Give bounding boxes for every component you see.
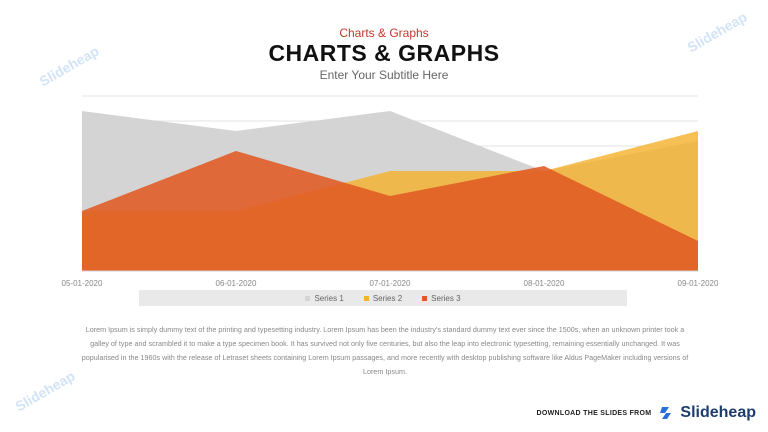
x-tick-label: 07-01-2020	[370, 279, 411, 288]
legend-swatch	[305, 295, 311, 301]
area-chart: 05-01-2020 06-01-2020 07-01-2020 08-01-2020…	[62, 95, 719, 288]
area-series-3	[82, 151, 698, 271]
legend-item-series-1: Series 1	[305, 293, 344, 303]
x-tick-label: 05-01-2020	[62, 279, 103, 288]
chart-legend: Series 1 Series 2 Series 3	[139, 290, 627, 306]
body-text: Lorem Ipsum is simply dummy text of the …	[81, 325, 689, 376]
legend-item-series-2: Series 2	[363, 293, 403, 303]
legend-swatch	[422, 295, 428, 301]
footer-brand: Slideheap	[680, 404, 756, 421]
x-tick-label: 08-01-2020	[524, 279, 565, 288]
footer-logo[interactable]: Slideheap	[659, 404, 756, 422]
x-tick-label: 06-01-2020	[216, 279, 257, 288]
page-subtitle: Enter Your Subtitle Here	[319, 68, 449, 82]
legend-item-series-3: Series 3	[422, 293, 461, 303]
legend-label: Series 1	[314, 293, 344, 303]
page-title: CHARTS & GRAPHS	[268, 40, 500, 66]
legend-label: Series 2	[372, 293, 403, 303]
footer-cta: DOWNLOAD THE SLIDES FROM	[536, 409, 652, 417]
kicker: Charts & Graphs	[339, 26, 429, 40]
watermark-bottom-left: Slideheap	[12, 367, 78, 415]
legend-swatch	[363, 295, 369, 301]
footer: DOWNLOAD THE SLIDES FROM Slideheap	[537, 404, 757, 422]
legend-background	[139, 290, 627, 306]
slideheap-logo-icon	[660, 407, 672, 419]
legend-label: Series 3	[431, 293, 461, 303]
x-tick-label: 09-01-2020	[678, 279, 719, 288]
